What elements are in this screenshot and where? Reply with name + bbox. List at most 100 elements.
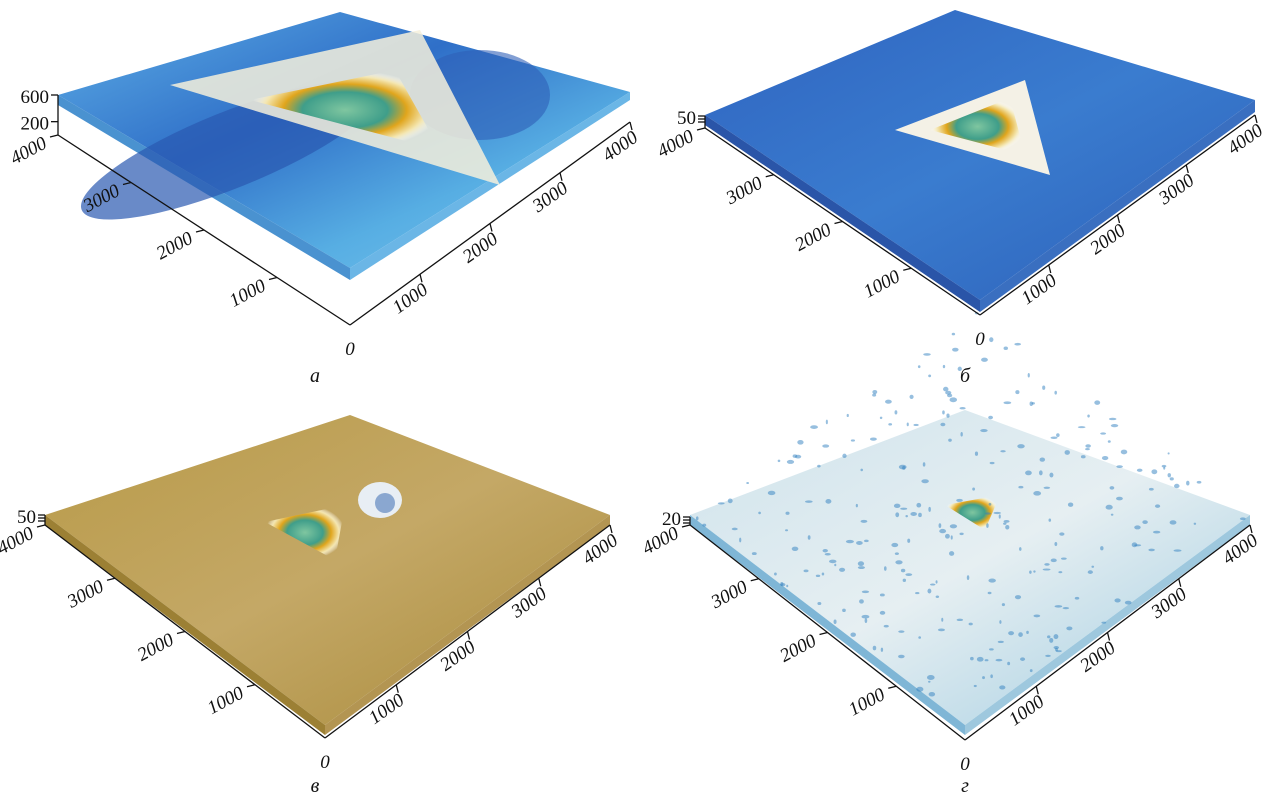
caption: в — [311, 775, 320, 797]
speck — [1111, 424, 1118, 427]
caption: г — [961, 775, 969, 797]
speck — [927, 675, 935, 680]
speck — [781, 583, 786, 586]
speck — [1087, 415, 1090, 418]
speck — [1008, 631, 1014, 635]
speck — [1121, 450, 1128, 455]
speck — [1091, 566, 1094, 568]
tick — [682, 525, 690, 527]
speck — [985, 512, 991, 514]
speck — [989, 648, 994, 650]
left-tick-label: 3000 — [722, 172, 767, 209]
speck — [873, 646, 877, 651]
origin-label: 0 — [345, 339, 355, 360]
speck — [822, 573, 825, 576]
right-tick-label: 1000 — [389, 279, 433, 318]
speck — [1065, 450, 1070, 455]
speck — [1020, 657, 1025, 661]
tick — [247, 685, 255, 687]
tick — [50, 135, 58, 137]
speck — [1168, 452, 1170, 454]
speck — [1106, 505, 1113, 510]
speck — [1094, 400, 1100, 404]
speck — [907, 539, 910, 543]
speck — [986, 523, 988, 528]
speck — [888, 423, 892, 425]
surface-b — [705, 10, 1255, 312]
speck — [975, 452, 978, 456]
speck — [950, 397, 958, 402]
speck — [895, 560, 902, 564]
speck — [1019, 547, 1021, 551]
speck — [881, 648, 883, 652]
right-tick-label: 4000 — [599, 127, 643, 166]
speck — [1033, 570, 1035, 572]
speck — [898, 655, 905, 658]
speck — [1044, 487, 1051, 489]
speck — [785, 512, 789, 515]
speck — [1044, 563, 1049, 566]
speck — [1110, 486, 1115, 490]
speck — [859, 599, 864, 603]
speck — [970, 657, 974, 660]
speck — [916, 503, 921, 508]
speck — [758, 512, 761, 515]
speck — [752, 552, 757, 555]
speck — [1051, 559, 1057, 563]
speck — [1025, 471, 1032, 476]
speck — [923, 462, 926, 466]
speck — [1170, 520, 1177, 524]
speck — [952, 333, 955, 336]
speck — [950, 524, 957, 528]
speck — [880, 593, 885, 596]
left-tick-label: 2000 — [153, 228, 197, 265]
speck — [778, 460, 781, 462]
speck — [795, 455, 801, 459]
speck — [1042, 386, 1045, 390]
speck — [864, 540, 869, 543]
speck — [1003, 522, 1006, 524]
left-tick-label: 3000 — [707, 576, 752, 613]
speck — [945, 391, 951, 395]
speck — [999, 685, 1005, 689]
speck — [846, 540, 854, 543]
speck — [1066, 626, 1072, 630]
tick — [37, 525, 45, 527]
speck — [948, 439, 952, 442]
speck — [969, 623, 973, 626]
speck — [858, 561, 864, 566]
speck — [817, 465, 820, 468]
speck — [1132, 542, 1138, 547]
speck — [1102, 456, 1108, 460]
speck — [1168, 473, 1171, 477]
surface-a — [58, 12, 630, 280]
speck — [1153, 531, 1160, 534]
speck — [939, 529, 946, 533]
speck — [1002, 603, 1005, 606]
left-tick-label: 4000 — [654, 126, 698, 163]
speck — [816, 575, 820, 577]
z-tick-label: 600 — [21, 87, 50, 108]
speck — [936, 580, 938, 583]
speck — [1030, 669, 1033, 672]
speck — [851, 439, 855, 441]
speck — [994, 512, 1001, 514]
speck — [792, 547, 799, 551]
left-tick-label: 1000 — [226, 275, 270, 312]
speck — [1047, 635, 1050, 638]
speck — [1055, 648, 1058, 652]
caption: б — [960, 365, 971, 387]
speck — [1054, 634, 1059, 639]
speck — [943, 387, 948, 392]
speck — [1108, 440, 1111, 443]
speck — [842, 609, 846, 612]
speck — [1111, 514, 1114, 516]
speck — [1004, 520, 1010, 523]
speck — [921, 479, 928, 483]
left-tick-label: 2000 — [791, 219, 835, 256]
speck — [856, 541, 863, 545]
speck — [885, 400, 892, 404]
speck — [928, 681, 930, 683]
speck — [1049, 518, 1052, 521]
tick — [196, 230, 204, 232]
